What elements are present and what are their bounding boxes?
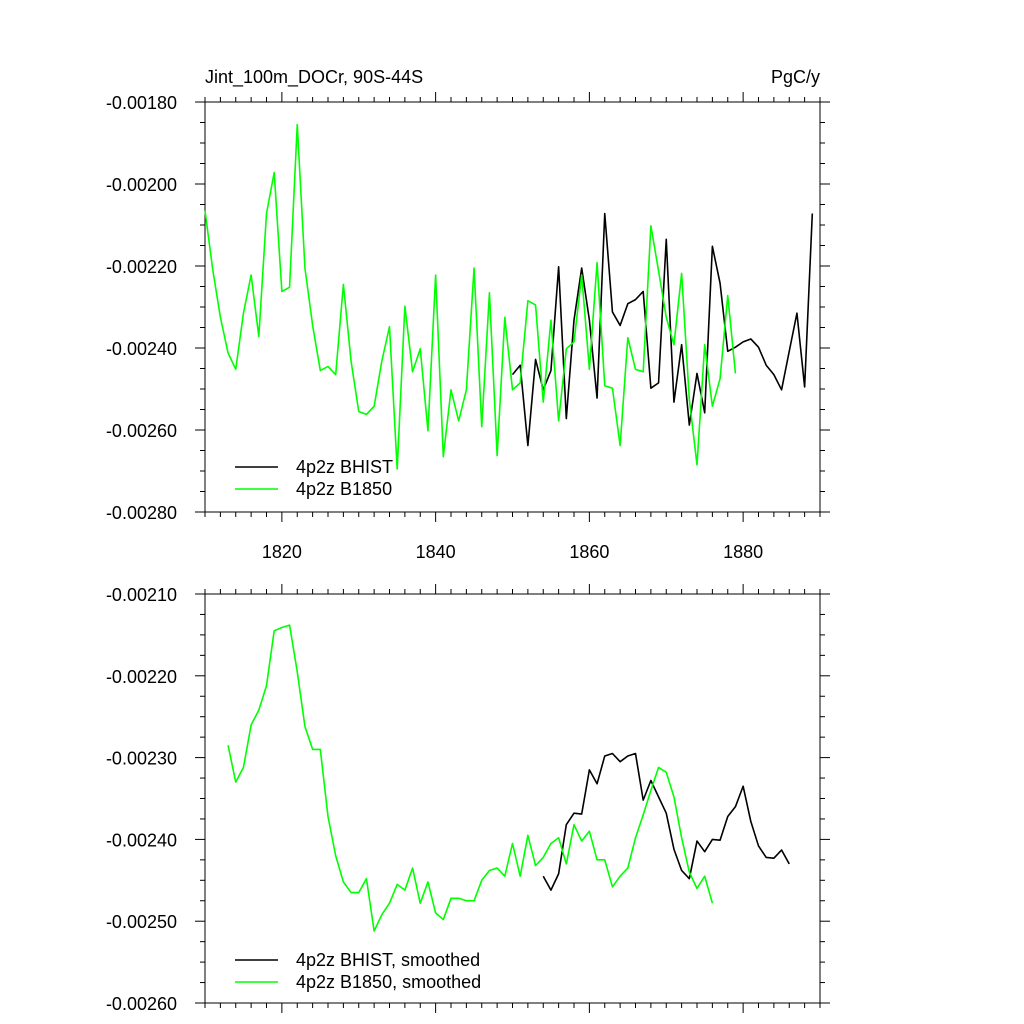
series-line-2 <box>204 123 737 470</box>
chart-units: PgC/y <box>771 67 820 87</box>
y-tick-label: -0.00250 <box>106 912 177 932</box>
series-line-2 <box>227 624 714 932</box>
legend-label: 4p2z BHIST <box>296 457 393 477</box>
plot-frame <box>204 101 821 513</box>
y-tick-label: -0.00240 <box>106 339 177 359</box>
legend-label: 4p2z B1850, smoothed <box>296 972 481 992</box>
legend-label: 4p2z B1850 <box>296 479 392 499</box>
y-tick-label: -0.00280 <box>106 503 177 523</box>
y-tick-label: -0.00260 <box>106 421 177 441</box>
x-tick-label: 1880 <box>723 542 763 562</box>
y-tick-label: -0.00220 <box>106 257 177 277</box>
y-tick-label: -0.00260 <box>106 994 177 1014</box>
series-line-1 <box>511 212 814 447</box>
chart-panel-1: 1820 1840 1860 1880 -0.00180 -0.00200 -0.00220… <box>106 67 830 562</box>
series-line-1 <box>542 752 790 891</box>
legend-label: 4p2z BHIST, smoothed <box>296 950 480 970</box>
chart-panel-2: -0.00210 -0.00220 -0.00230 -0.00240 -0.00250… <box>106 584 830 1014</box>
x-tick-label: 1860 <box>569 542 609 562</box>
x-tick-label: 1840 <box>416 542 456 562</box>
y-tick-label: -0.00210 <box>106 585 177 605</box>
plot-frame <box>204 593 821 1004</box>
y-tick-label: -0.00200 <box>106 175 177 195</box>
y-tick-label: -0.00240 <box>106 830 177 850</box>
x-tick-label: 1820 <box>262 542 302 562</box>
y-tick-label: -0.00180 <box>106 93 177 113</box>
chart-title: Jint_100m_DOCr, 90S-44S <box>205 67 423 88</box>
y-tick-label: -0.00220 <box>106 667 177 687</box>
y-tick-label: -0.00230 <box>106 749 177 769</box>
